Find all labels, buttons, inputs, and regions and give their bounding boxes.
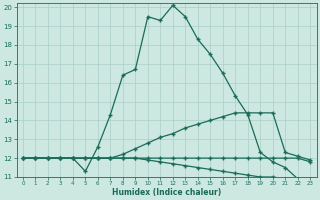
X-axis label: Humidex (Indice chaleur): Humidex (Indice chaleur) bbox=[112, 188, 221, 197]
